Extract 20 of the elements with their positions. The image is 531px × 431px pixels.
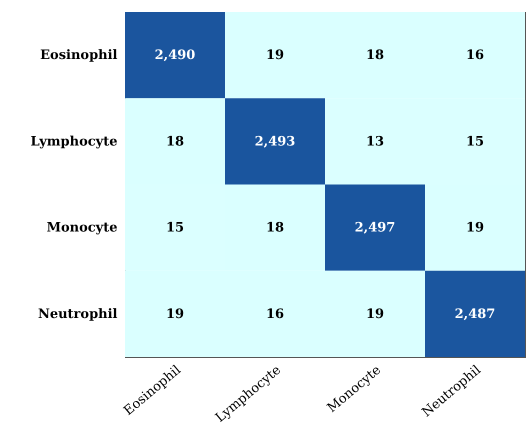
- data-label: 2,493: [254, 134, 296, 150]
- y-tick-label: Neutrophil: [38, 306, 118, 322]
- data-label: 18: [166, 134, 184, 150]
- data-label: 16: [266, 306, 284, 322]
- data-label: 2,490: [154, 48, 196, 64]
- y-tick-label: Lymphocyte: [30, 134, 118, 150]
- y-tick-label: Eosinophil: [40, 48, 118, 64]
- y-tick-label: Monocyte: [46, 220, 118, 236]
- data-label: 18: [266, 220, 284, 236]
- data-label: 13: [366, 134, 384, 150]
- data-label: 16: [466, 48, 484, 64]
- data-label: 15: [166, 220, 184, 236]
- data-label: 18: [366, 48, 384, 64]
- data-label: 19: [266, 48, 284, 64]
- data-label: 15: [466, 134, 484, 150]
- data-label: 19: [166, 306, 184, 322]
- data-label: 2,497: [354, 220, 396, 236]
- data-label: 19: [466, 220, 484, 236]
- data-label: 19: [366, 306, 384, 322]
- data-label: 2,487: [454, 306, 496, 322]
